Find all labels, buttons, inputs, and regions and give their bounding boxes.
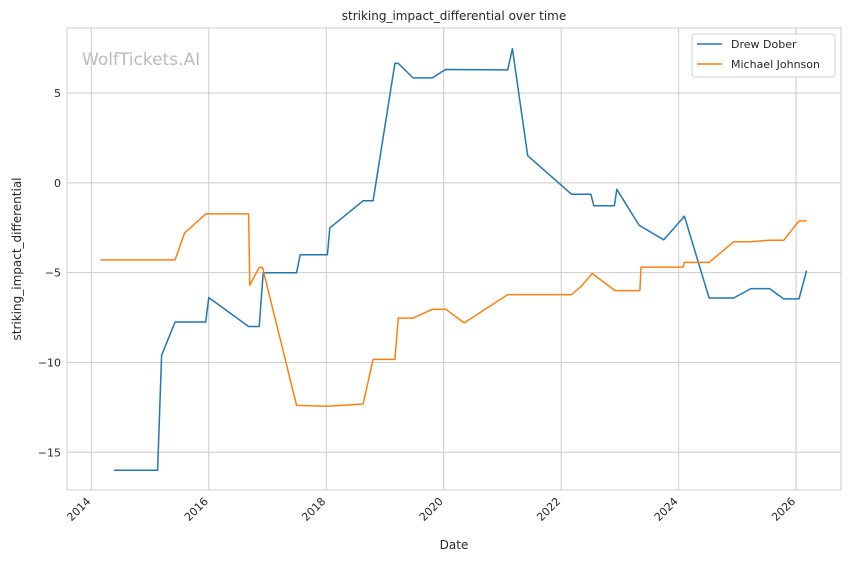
x-tick-label: 2022 [534,495,563,524]
y-tick-label: −15 [38,446,61,459]
series-lines [100,47,808,471]
x-tick-label: 2024 [652,495,681,524]
x-tick-label: 2016 [182,495,211,524]
y-tick-label: 0 [54,177,61,190]
y-tick-label: −5 [45,267,61,280]
grid [67,28,841,490]
y-tick-labels: 5 0 −5 −10 −15 [38,87,61,459]
legend-label-michael-johnson: Michael Johnson [731,58,820,71]
x-tick-label: 2014 [64,495,93,524]
x-tick-labels: 2014 2016 2018 2020 2022 2024 2026 [64,495,798,524]
plot-frame [66,27,842,491]
x-axis-label: Date [440,538,469,552]
series-line-michael-johnson [100,213,807,408]
legend-label-drew-dober: Drew Dober [731,38,797,51]
y-tick-label: 5 [54,87,61,100]
y-axis-label: striking_impact_differential [10,177,24,340]
x-tick-label: 2026 [769,495,798,524]
chart-title: striking_impact_differential over time [342,9,567,23]
x-tick-label: 2018 [299,495,328,524]
x-tick-label: 2020 [417,495,446,524]
series-line-drew-dober [114,47,808,471]
legend: Drew Dober Michael Johnson [691,33,836,78]
y-tick-label: −10 [38,356,61,369]
watermark: WolfTickets.AI [82,50,200,70]
